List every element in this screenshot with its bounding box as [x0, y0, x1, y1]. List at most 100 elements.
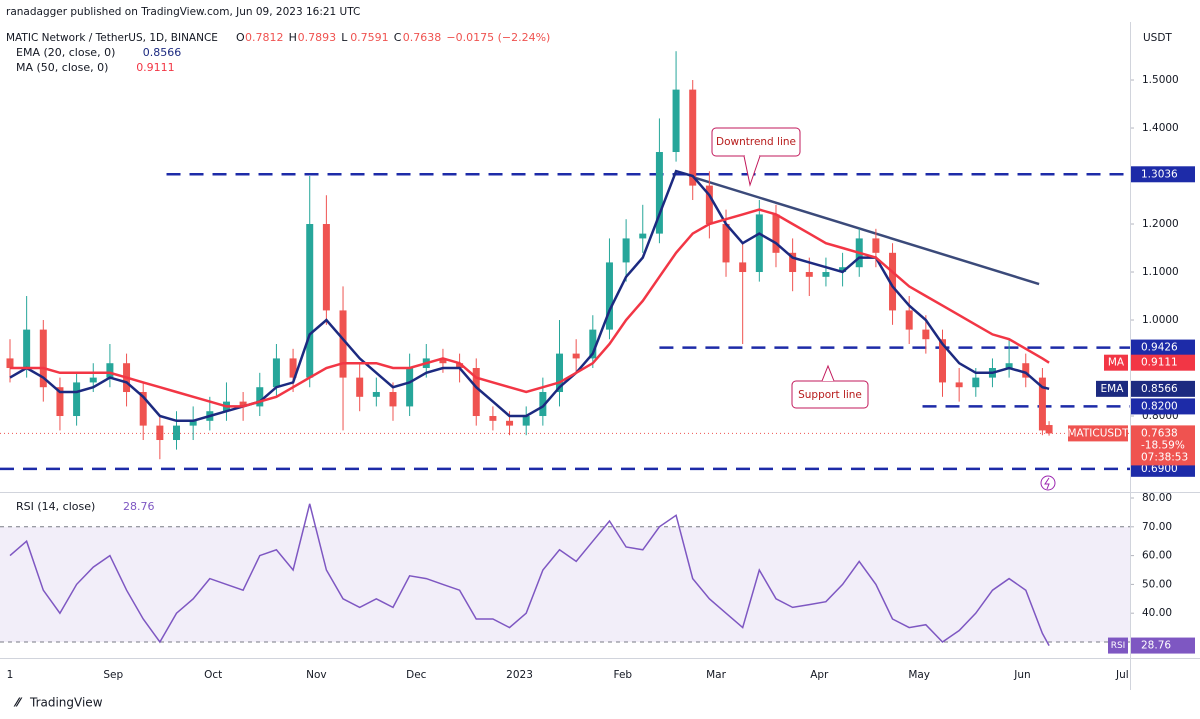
x-tick-label: Sep — [103, 669, 123, 681]
candle-body — [106, 363, 114, 378]
ohlc-value: 0.7638 — [403, 31, 442, 44]
candle-body — [506, 420, 514, 426]
candle-body — [356, 377, 364, 397]
candle-body — [239, 401, 247, 407]
candle-body — [189, 420, 197, 426]
y-tick-label: 1.5000 — [1142, 74, 1179, 86]
candle-body — [605, 262, 613, 330]
x-tick-label: Jun — [1013, 669, 1030, 681]
event-icon — [1040, 475, 1056, 491]
candle-body — [922, 329, 930, 340]
currency: USDT — [1143, 32, 1172, 44]
price-badge — [1131, 637, 1195, 654]
candle-body — [389, 392, 397, 407]
footer: TradingView — [29, 696, 103, 710]
candle-body — [739, 262, 747, 273]
candle-body — [306, 224, 314, 378]
price-badge — [1131, 380, 1195, 397]
candle-body — [39, 329, 47, 388]
candle-body — [972, 377, 980, 388]
price-badge-label: 0.8200 — [1141, 400, 1178, 412]
candle-body — [1038, 377, 1046, 431]
price-badge — [1131, 354, 1195, 371]
publisher: ranadagger published on TradingView.com,… — [6, 6, 360, 18]
candle-body — [539, 392, 547, 417]
countdown: 07:38:53 — [1141, 451, 1188, 463]
candle-body — [489, 416, 497, 421]
footer-logo: ⁄⁄ — [13, 696, 23, 710]
candle-body — [322, 224, 330, 311]
x-tick-label: Nov — [306, 669, 327, 681]
candle-body — [1045, 425, 1053, 434]
price-badge-label: 28.76 — [1141, 640, 1171, 652]
legend-name: MA (50, close, 0) — [16, 61, 108, 74]
candle-body — [689, 89, 697, 186]
candle-body — [73, 382, 81, 417]
y-tick-label: 50.00 — [1142, 578, 1172, 590]
period-change: -18.59% — [1141, 439, 1185, 451]
candle-body — [705, 185, 713, 225]
x-tick-label: Apr — [810, 669, 829, 681]
ohlc-label: C — [394, 31, 402, 44]
y-tick-label: 1.2000 — [1142, 218, 1179, 230]
badge-tag — [1104, 354, 1128, 371]
candle-body — [6, 358, 14, 369]
y-tick-label: 60.00 — [1142, 550, 1172, 562]
callout-arrow — [743, 155, 761, 187]
candle-body — [56, 387, 64, 417]
x-tick-label: Feb — [613, 669, 632, 681]
legend-name: RSI (14, close) — [16, 500, 95, 513]
legend-value: 28.76 — [123, 500, 155, 513]
x-tick-label: Dec — [406, 669, 427, 681]
legend-value: 0.9111 — [136, 61, 175, 74]
candle-body — [256, 387, 264, 407]
candle-body — [439, 358, 447, 364]
price-badge-label: 0.9111 — [1141, 357, 1178, 369]
price-badge — [1131, 166, 1195, 183]
candle-body — [805, 272, 813, 277]
rsi-line — [9, 503, 1050, 646]
callout-arrow — [821, 364, 835, 382]
price-badge-label: 0.7638 — [1141, 427, 1178, 439]
price-badge — [1131, 339, 1195, 356]
y-tick-label: 1.1000 — [1142, 266, 1179, 278]
y-tick-label: 80.00 — [1142, 492, 1172, 504]
badge-tag-label: RSI — [1111, 641, 1126, 651]
candle-body — [522, 416, 530, 426]
ohlc-value: 0.7591 — [350, 31, 389, 44]
badge-tag-label: MATICUSDT — [1067, 427, 1129, 439]
candle-body — [655, 152, 663, 234]
y-tick-label: 1.4000 — [1142, 122, 1179, 134]
indicator-line — [9, 169, 1050, 423]
candle-body — [456, 363, 464, 369]
badge-tag-label: MA — [1108, 357, 1125, 369]
candle-body — [622, 238, 630, 263]
price-badge-label: 0.9426 — [1141, 342, 1178, 354]
candle-body — [173, 425, 181, 441]
x-tick-label: Oct — [204, 669, 222, 681]
legend-name: EMA (20, close, 0) — [16, 46, 115, 59]
candle-body — [789, 252, 797, 273]
ohlc-label: H — [289, 31, 297, 44]
indicator-line — [10, 208, 1050, 408]
candle-body — [889, 252, 897, 311]
price-badge-label: 0.6900 — [1141, 463, 1178, 475]
y-tick-label: 70.00 — [1142, 521, 1172, 533]
candle-body — [905, 310, 913, 330]
price-badge — [1131, 425, 1195, 466]
candle-body — [372, 392, 380, 397]
x-tick-label: 2023 — [506, 669, 533, 681]
candle-body — [722, 224, 730, 263]
price-badge-label: 1.3036 — [1141, 168, 1178, 180]
candle-body — [289, 358, 297, 378]
candle-body — [772, 214, 780, 253]
ohlc-label: O — [236, 31, 245, 44]
candle-body — [755, 214, 763, 273]
candle-body — [556, 353, 564, 393]
candle-body — [406, 368, 414, 407]
candle-body — [472, 368, 480, 417]
x-tick-label: May — [908, 669, 930, 681]
candle-body — [955, 382, 963, 388]
candle-body — [639, 233, 647, 239]
